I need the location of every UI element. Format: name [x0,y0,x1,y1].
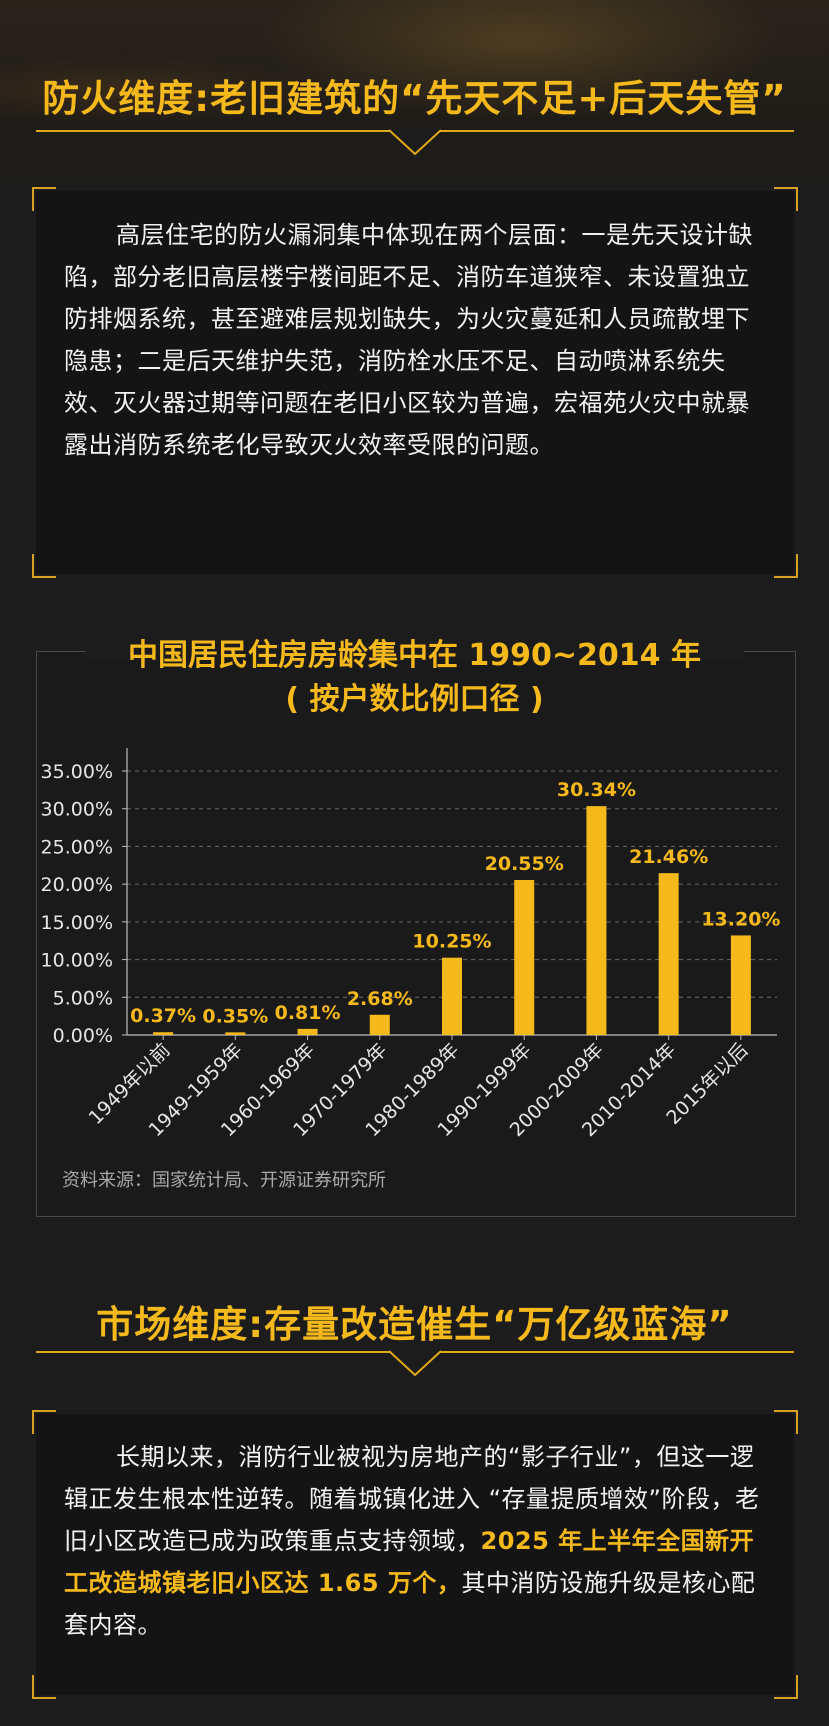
header-background [0,0,829,200]
section1-notch-icon [389,129,441,155]
bar [658,873,679,1035]
corner-bracket [774,554,798,578]
bar [586,806,607,1035]
bar [730,935,751,1035]
bar-value-label: 0.35% [202,1005,268,1027]
corner-bracket [774,187,798,211]
chart-source-note: 资料来源：国家统计局、开源证券研究所 [62,1170,386,1191]
y-tick-label: 5.00% [53,987,113,1009]
section1-paragraph: 高层住宅的防火漏洞集中体现在两个层面：一是先天设计缺陷，部分老旧高层楼宇楼间距不… [64,221,753,459]
corner-bracket [32,187,56,211]
bar-value-label: 20.55% [485,853,564,875]
corner-bracket [32,554,56,578]
y-tick-label: 30.00% [41,799,113,821]
bar-value-label: 2.68% [347,988,413,1010]
section2-highlight: 2025 年上半年全国新开工改造城镇老旧小区达 1.65 万个， [64,1527,755,1597]
bar-value-label: 13.20% [701,908,780,930]
section1-title: 防火维度:老旧建筑的“先天不足+后天失管” [42,77,787,120]
bar-value-label: 10.25% [412,931,491,953]
bar-value-label: 30.34% [557,779,636,801]
bar [225,1032,246,1035]
section2-paragraph: 长期以来，消防行业被视为房地产的“影子行业”，但这一逻辑正发生根本性逆转。随着城… [64,1436,770,1646]
bar [514,879,535,1035]
corner-bracket [32,1675,56,1699]
corner-bracket [774,1675,798,1699]
y-tick-label: 20.00% [41,874,113,896]
corner-bracket [32,1410,56,1434]
section2-notch-icon [389,1350,441,1376]
corner-bracket [774,1410,798,1434]
bar-chart: 0.00% 5.00% 10.00% 15.00% 20.00% 25.00% 30.00%… [41,748,780,1141]
bar-value-label: 0.37% [130,1005,196,1027]
chart-title: 中国居民住房房龄集中在 1990~2014 年 [127,638,702,673]
section2-title: 市场维度:存量改造催生“万亿级蓝海” [96,1303,733,1346]
bar [369,1014,390,1035]
y-tick-label: 25.00% [41,836,113,858]
bar [442,957,462,1035]
chart-subtitle: ( 按户数比例口径 ) [285,682,544,717]
section2-text-part2: 其中消防设施升级是核心配套内容。 [64,1569,756,1639]
bar [297,1028,318,1035]
section1-textbox: 高层住宅的防火漏洞集中体现在两个层面：一是先天设计缺陷，部分老旧高层楼宇楼间距不… [32,187,798,578]
y-tick-label: 15.00% [41,912,113,934]
y-tick-label: 35.00% [41,761,113,783]
section2-textbox: 长期以来，消防行业被视为房地产的“影子行业”，但这一逻辑正发生根本性逆转。随着城… [32,1410,798,1699]
bar-value-label: 21.46% [629,846,708,868]
y-tick-label: 10.00% [41,950,113,972]
bar [153,1032,174,1035]
y-tick-label: 0.00% [53,1025,113,1047]
section2-text-part1: 长期以来，消防行业被视为房地产的“影子行业”，但这一逻辑正发生根本性逆转。随着城… [64,1443,760,1555]
bar-value-label: 0.81% [275,1002,341,1024]
